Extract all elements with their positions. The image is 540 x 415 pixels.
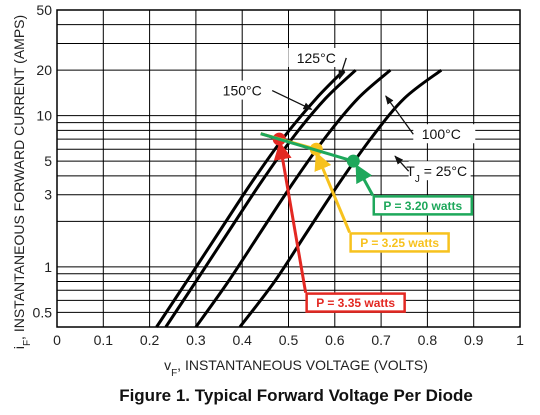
power-label: P = 3.35 watts: [316, 296, 395, 310]
temperature-arrow: [394, 155, 410, 172]
curve-1: [164, 69, 357, 328]
power-label: P = 3.25 watts: [360, 236, 439, 250]
operating-line: [260, 132, 354, 163]
y-axis-label-rest: , INSTANTANEOUS FORWARD CURRENT (AMPS): [11, 15, 27, 340]
x-tick-label: 0: [53, 332, 61, 348]
operating-leader: [314, 151, 352, 234]
operating-points: P = 3.35 watts P = 3.25 watts P = 3.20 wat…: [260, 132, 474, 313]
curve-0: [155, 69, 346, 328]
x-tick-label: 0.4: [232, 332, 252, 348]
y-axis-label-main: i: [11, 346, 27, 349]
temperature-arrow: [271, 89, 313, 110]
x-tick-label: 0.9: [464, 332, 484, 348]
temperature-label-bg: [288, 47, 351, 67]
x-tick-label: 0.6: [325, 332, 345, 348]
temperature-label-bg: [214, 80, 277, 100]
y-tick-label: 10: [36, 108, 52, 124]
temperature-arrow: [385, 95, 414, 135]
y-tick-label: 5: [44, 153, 52, 169]
x-tick-label: 0.2: [140, 332, 160, 348]
x-tick-label: 0.3: [186, 332, 206, 348]
x-tick-label: 0.1: [94, 332, 114, 348]
plot-frame: [56, 9, 521, 328]
power-label: P = 3.20 watts: [383, 199, 462, 213]
y-tick-label: 0.5: [33, 304, 53, 320]
power-box: [349, 232, 450, 253]
y-tick-label: 3: [44, 187, 52, 203]
y-axis-label: iF, INSTANTANEOUS FORWARD CURRENT (AMPS): [11, 15, 33, 349]
x-tick-label: 0.7: [371, 332, 391, 348]
x-axis-label: vF, INSTANTANEOUS VOLTAGE (VOLTS): [164, 357, 428, 379]
operating-leader: [273, 141, 308, 293]
figure-caption: Figure 1. Typical Forward Voltage Per Di…: [119, 386, 473, 405]
y-tick-label: 50: [36, 2, 52, 18]
operating-point: [346, 154, 360, 168]
operating-leader: [355, 164, 375, 197]
temperature-label: 150°C: [223, 83, 262, 99]
power-box: [305, 292, 406, 313]
x-tick-label: 1: [516, 332, 524, 348]
curves: [155, 68, 443, 328]
temperature-label: 125°C: [297, 50, 336, 66]
y-tick-label: 20: [36, 62, 52, 78]
y-axis-label-sub: F: [22, 340, 33, 346]
temperature-label: 100°C: [422, 126, 461, 142]
temperature-labels: 125°C 150°C 100°C TJ = 25°C: [214, 47, 476, 185]
tick-labels: 0 0.1 0.2 0.3 0.4 0.5 0.6 0.7 0.8 0.9 1 0.5 1 3 5 10 20 5…: [33, 2, 525, 348]
temperature-label: TJ = 25°C: [406, 163, 467, 185]
curve-3: [238, 68, 443, 328]
y-tick-label: 1: [44, 259, 52, 275]
x-axis-label-rest: , INSTANTANEOUS VOLTAGE (VOLTS): [177, 357, 428, 373]
x-tick-label: 0.8: [418, 332, 438, 348]
curve-2: [194, 69, 392, 328]
temperature-label-bg: [408, 161, 471, 181]
power-box: [372, 195, 474, 216]
x-tick-label: 0.5: [279, 332, 299, 348]
x-axis-label-main: v: [164, 357, 171, 373]
temperature-label-bg: [413, 124, 476, 144]
x-axis-label-sub: F: [171, 368, 177, 379]
temperature-arrow: [338, 57, 347, 80]
